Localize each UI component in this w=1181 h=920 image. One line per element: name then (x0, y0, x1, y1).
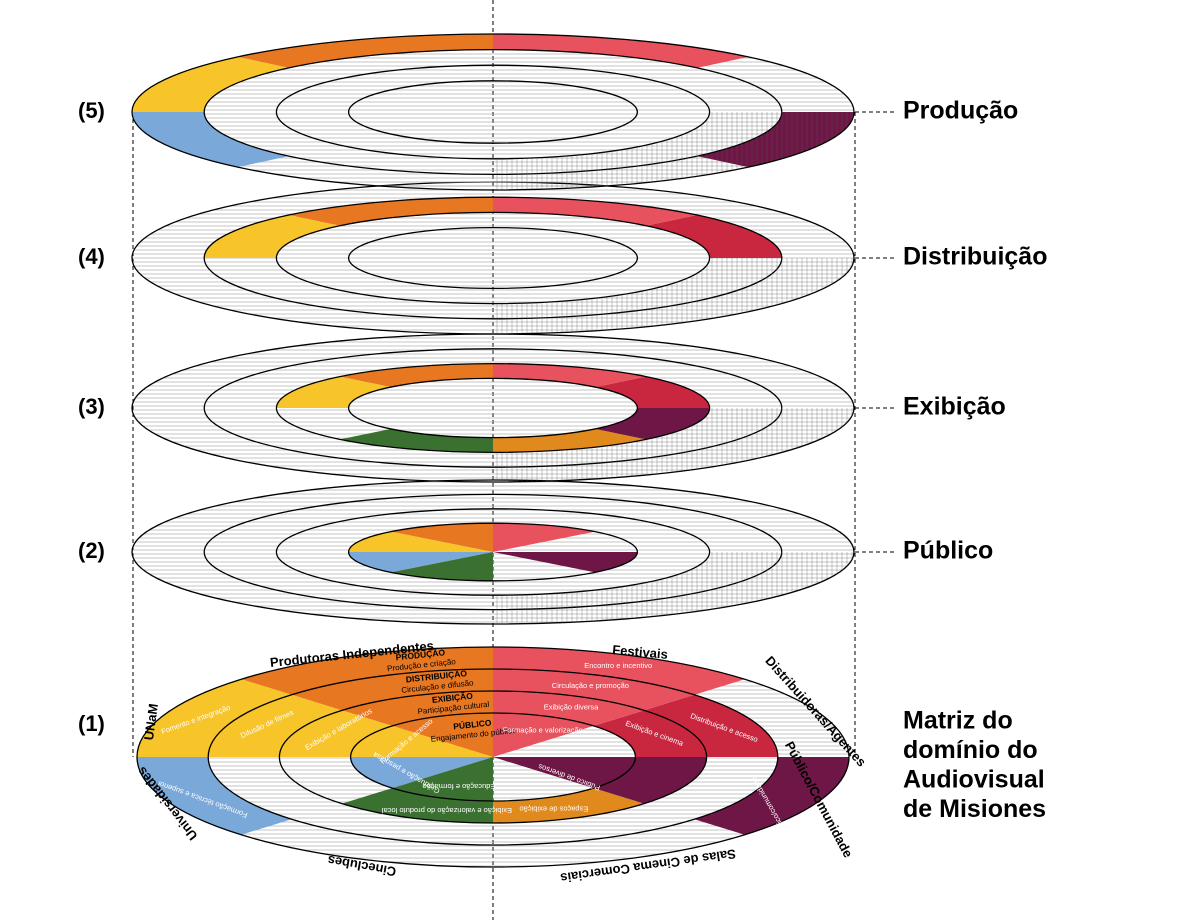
title-line: Audiovisual (903, 766, 1045, 794)
layer-label: Distribuição (903, 243, 1047, 271)
sector-cell (493, 713, 594, 757)
sector-cell (493, 757, 636, 789)
sector-cell (493, 552, 638, 573)
sector-cell (392, 757, 493, 801)
cell-label: Formação e valorização (503, 725, 583, 734)
ring-outline (347, 80, 639, 144)
vertical-hatch (493, 258, 854, 334)
layer-label: Público (903, 537, 993, 565)
layer-number: (4) (78, 244, 105, 269)
sector-cell (644, 694, 778, 757)
sector-cell (339, 363, 493, 388)
sector-cell (493, 691, 645, 726)
sector-cell (493, 34, 749, 68)
layer-label: Produção (903, 97, 1018, 125)
layer-number: (3) (78, 394, 105, 419)
sector-cell (390, 523, 493, 552)
sector-name: Festivais (612, 642, 669, 662)
sector-cell (390, 552, 493, 581)
ring-outline (347, 226, 639, 290)
sector-cell (593, 757, 707, 804)
sector-cell (646, 215, 782, 258)
ring-outline (207, 668, 779, 846)
ring-outline (347, 522, 639, 582)
sector-cell (137, 757, 292, 835)
sector-cell (241, 647, 493, 695)
ring-outline (278, 690, 708, 824)
sector-cell (593, 710, 707, 757)
sector-cell (339, 428, 493, 453)
sector-cell (132, 112, 289, 168)
sector-cell (348, 531, 493, 552)
vertical-hatch (493, 552, 854, 624)
cell-label: Educação e formação (422, 782, 495, 791)
sector-cell (493, 197, 698, 226)
sector-cell (493, 363, 647, 388)
ring-outline (349, 712, 637, 802)
sector-cell (341, 788, 493, 823)
sector-cell (350, 757, 493, 789)
sector-cell (291, 669, 493, 711)
sector-cell (288, 197, 493, 226)
title-line: domínio do (903, 736, 1038, 764)
sector-cell (595, 408, 710, 440)
layer-number: (5) (78, 98, 105, 123)
sector-cell (493, 669, 695, 711)
sector-cell (694, 757, 849, 835)
cell-label: Circulação e promoção (552, 681, 629, 690)
vertical-hatch (493, 112, 854, 190)
title-line: Matriz do (903, 707, 1013, 735)
sector-cell (493, 788, 645, 823)
sector-cell (276, 376, 391, 408)
sector-cell (348, 552, 493, 573)
base-disc (136, 646, 850, 868)
sector-cell (237, 34, 493, 68)
vertical-hatch (493, 408, 854, 482)
sector-cell (493, 647, 745, 695)
sector-cell (595, 376, 710, 408)
sector-cell (279, 710, 393, 757)
title-line: de Misiones (903, 795, 1046, 823)
ring-title: EXIBIÇÃO (431, 691, 473, 705)
sector-cell (132, 56, 289, 112)
sector-name: UNaM (141, 703, 161, 742)
cell-label: Exibição diversa (544, 703, 599, 712)
sector-cell (137, 679, 292, 757)
sector-cell (493, 428, 647, 453)
ring-title: PÚBLICO (453, 716, 493, 731)
cell-label: Espaços de exibição (519, 805, 588, 814)
ring-outline (136, 646, 850, 868)
sector-cell (341, 691, 493, 726)
cell-label: Exibição e valorização do produto local (382, 806, 512, 815)
sector-cell (204, 215, 340, 258)
layer-number: (1) (78, 711, 105, 736)
sector-cell (208, 694, 342, 757)
sector-cell (493, 523, 596, 552)
sector-cell (350, 725, 493, 757)
layer-label: Exibição (903, 393, 1006, 421)
ring-outline (347, 377, 639, 439)
layer-number: (2) (78, 538, 105, 563)
sector-cell (392, 713, 493, 757)
cell-label: Encontro e incentivo (584, 661, 652, 670)
